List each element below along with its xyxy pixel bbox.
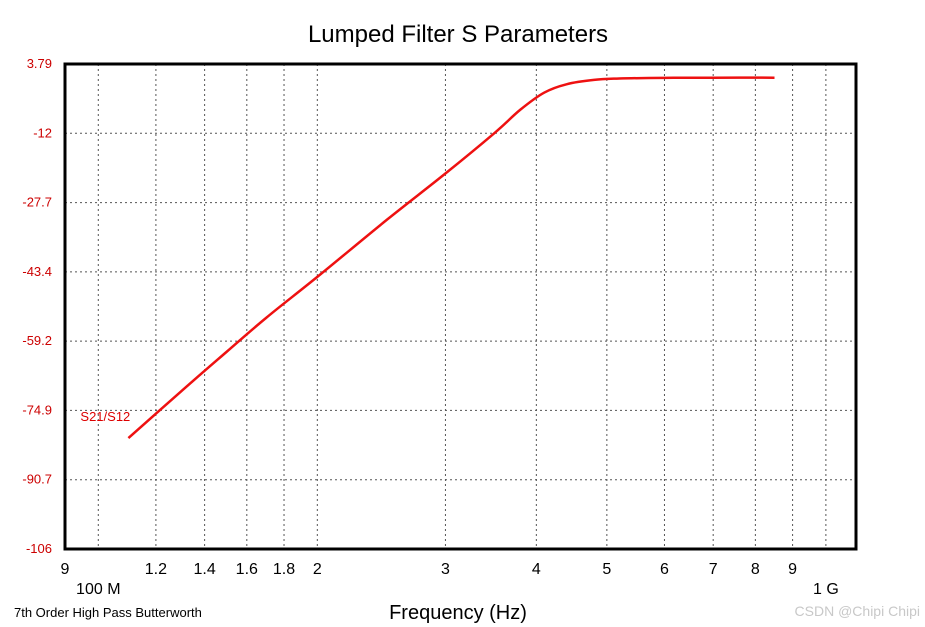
- series-line-s21: [127, 76, 775, 440]
- series-label: S21/S12: [80, 409, 130, 424]
- x-tick-label: 9: [61, 561, 70, 578]
- x-tick-label: 2: [313, 561, 322, 578]
- chart-title: Lumped Filter S Parameters: [308, 21, 608, 48]
- plot-frame: [63, 62, 858, 551]
- x-tick-label: 3: [441, 561, 450, 578]
- x-tick-label: 1.6: [236, 561, 258, 578]
- x-tick-label: 8: [751, 561, 760, 578]
- x-tick-label: 100 M: [76, 581, 120, 598]
- y-tick-label: -59.2: [22, 333, 52, 348]
- y-tick-label: -27.7: [22, 195, 52, 210]
- x-tick-label: 7: [709, 561, 718, 578]
- y-tick-label: -12: [33, 125, 52, 140]
- x-axis-label: Frequency (Hz): [389, 602, 527, 624]
- y-axis-ticks: 3.79 -12 -27.7 -43.4 -59.2 -74.9 -90.7 -106: [22, 56, 52, 556]
- grid: [65, 64, 856, 549]
- x-tick-label: 5: [602, 561, 611, 578]
- chart-subtitle: 7th Order High Pass Butterworth: [14, 605, 202, 620]
- x-axis-ticks: 9 100 M 1.2 1.4 1.6 1.8 2 3 4 5 6 7 8 9 1 G: [61, 561, 839, 598]
- series-layer: S21/S12: [80, 76, 775, 440]
- x-tick-label: 1.4: [193, 561, 215, 578]
- y-tick-label: -90.7: [22, 472, 52, 487]
- x-tick-label: 9: [788, 561, 797, 578]
- y-tick-label: 3.79: [27, 56, 52, 71]
- x-tick-label: 4: [532, 561, 541, 578]
- x-tick-label: 1.2: [145, 561, 167, 578]
- x-tick-label: 1.8: [273, 561, 295, 578]
- y-tick-label: -43.4: [22, 264, 52, 279]
- y-tick-label: -74.9: [22, 402, 52, 417]
- y-tick-label: -106: [26, 541, 52, 556]
- x-tick-label: 6: [660, 561, 669, 578]
- x-tick-label: 1 G: [813, 581, 839, 598]
- watermark: CSDN @Chipi Chipi: [795, 603, 920, 619]
